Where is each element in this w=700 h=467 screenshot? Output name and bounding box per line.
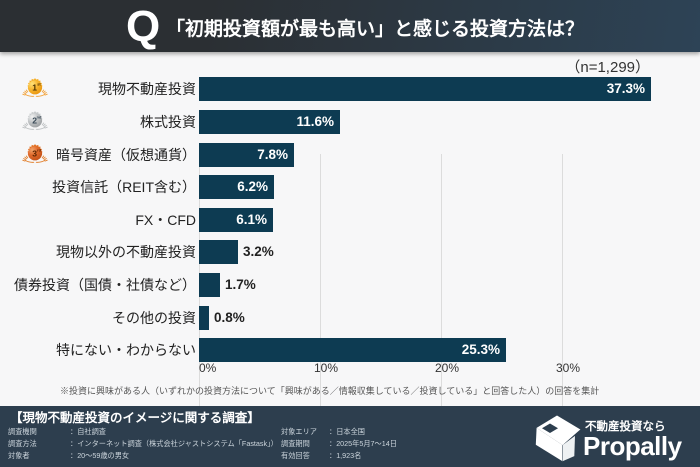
svg-text:rd: rd <box>37 148 41 152</box>
svg-text:nd: nd <box>37 115 42 119</box>
svg-text:1: 1 <box>32 83 37 93</box>
